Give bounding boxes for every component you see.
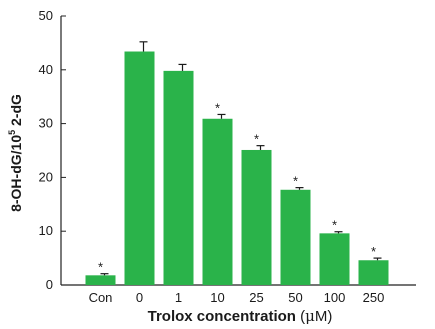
x-axis-label-unit-suffix: M) [315,308,333,325]
y-tick-label: 0 [46,277,53,292]
significance-mark: * [215,100,220,115]
x-axis-label-bold: Trolox concentration [148,308,296,325]
y-ticks: 0 10 20 30 40 50 [39,8,66,292]
significance-mark: * [293,174,298,189]
significance-mark: * [332,218,337,233]
y-tick-label: 40 [39,62,53,77]
bar [124,51,155,286]
x-tick-label: 50 [288,290,302,305]
x-tick-label: 250 [363,290,385,305]
significance-mark: * [98,260,103,275]
bar [85,275,116,285]
x-axis-label: Trolox concentration (μM) [148,307,333,325]
y-tick-label: 50 [39,8,53,23]
y-axis-label-tail: 2-dG [8,94,24,130]
bar [163,70,194,285]
x-tick-label: 100 [324,290,346,305]
significance-mark: * [254,132,259,147]
bar [358,260,389,285]
y-tick-label: 10 [39,223,53,238]
y-axis-label: 8-OH-dG/105 2-dG [7,94,24,212]
bar [202,118,233,286]
y-tick-label: 30 [39,116,53,131]
x-tick-label: Con [89,290,113,305]
x-tick-label: 1 [175,290,182,305]
y-axis-label-base: 8-OH-dG/10 [8,135,24,212]
x-tick-label: 10 [210,290,224,305]
x-axis-label-mu: μ [305,307,315,325]
bar [280,189,311,285]
bar [241,149,272,285]
x-tick-label: 0 [136,290,143,305]
bar [319,233,350,285]
bars: * * * * * * [85,41,389,286]
x-tick-label: 25 [249,290,263,305]
y-tick-label: 20 [39,169,53,184]
x-axis-label-unit-prefix: ( [296,308,305,325]
x-ticks: Con 0 1 10 25 50 100 250 [89,290,385,305]
significance-mark: * [371,244,376,259]
y-axis-label-exponent: 5 [7,130,17,135]
